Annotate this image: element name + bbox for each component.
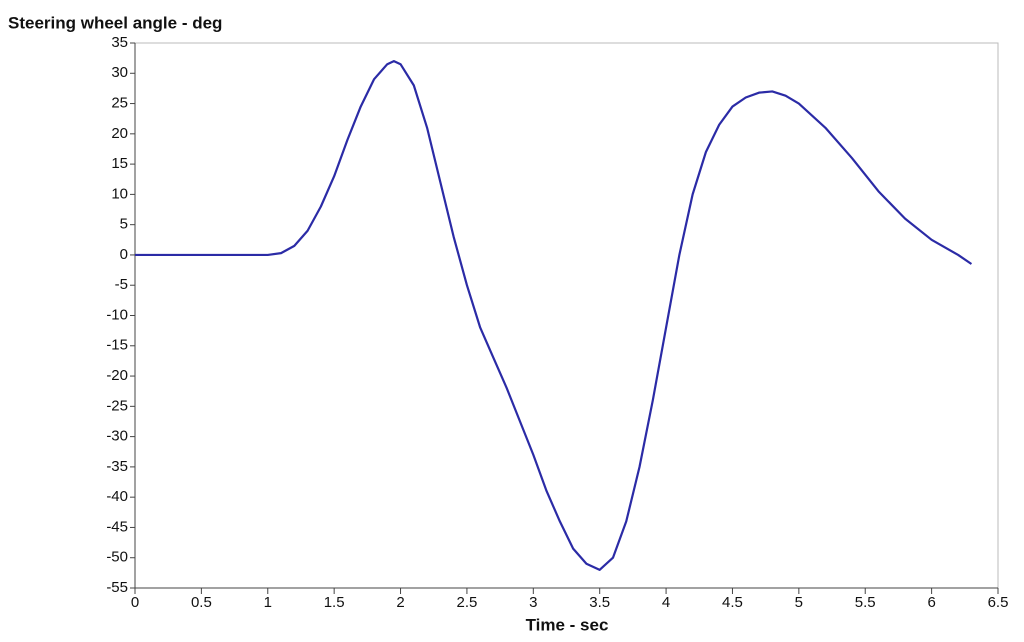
x-tick-label: 2 — [396, 594, 404, 611]
x-axis-title: Time - sec — [526, 615, 609, 634]
y-tick-label: -45 — [106, 518, 128, 535]
x-tick-label: 3 — [529, 594, 537, 611]
y-tick-label: -40 — [106, 488, 128, 505]
y-tick-label: -20 — [106, 367, 128, 384]
x-tick-label: 3.5 — [589, 594, 610, 611]
x-tick-label: 4.5 — [722, 594, 743, 611]
y-tick-label: 30 — [111, 64, 128, 81]
x-tick-label: 1 — [264, 594, 272, 611]
y-tick-label: -25 — [106, 397, 128, 414]
x-tick-label: 6 — [927, 594, 935, 611]
y-tick-label: -50 — [106, 549, 128, 566]
x-tick-label: 5.5 — [855, 594, 876, 611]
y-tick-label: 5 — [120, 216, 128, 233]
y-tick-label: -5 — [115, 276, 128, 293]
x-tick-label: 0.5 — [191, 594, 212, 611]
y-tick-label: 10 — [111, 185, 128, 202]
y-tick-label: 0 — [120, 246, 128, 263]
plot-frame — [134, 42, 999, 589]
data-line — [135, 60, 973, 571]
y-tick-label: 25 — [111, 95, 128, 112]
y-tick-label: -35 — [106, 458, 128, 475]
x-tick-label: 6.5 — [988, 594, 1009, 611]
y-tick-label: 15 — [111, 155, 128, 172]
y-tick-label: 35 — [111, 34, 128, 51]
x-tick-label: 0 — [131, 594, 139, 611]
x-tick-label: 1.5 — [324, 594, 345, 611]
x-tick-label: 4 — [662, 594, 670, 611]
x-tick-label: 2.5 — [456, 594, 477, 611]
x-tick-label: 5 — [795, 594, 803, 611]
y-tick-label: -30 — [106, 428, 128, 445]
chart-title: Steering wheel angle - deg — [8, 13, 222, 32]
y-tick-label: -10 — [106, 306, 128, 323]
y-tick-label: 20 — [111, 125, 128, 142]
y-tick-label: -15 — [106, 337, 128, 354]
y-tick-label: -55 — [106, 579, 128, 596]
